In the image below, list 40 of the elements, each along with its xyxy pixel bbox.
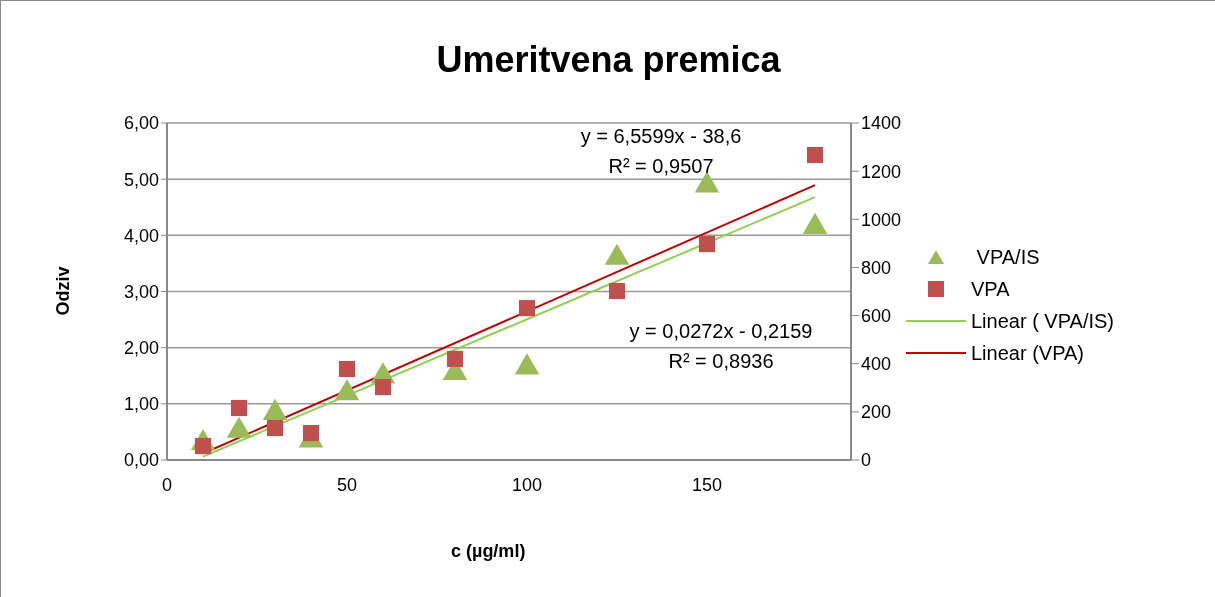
y2-tick-label: 1000 (861, 209, 902, 230)
y-tick-label: 3,00 (123, 281, 159, 302)
y-tick-label: 0,00 (123, 450, 159, 471)
annotation: y = 6,5599x - 38,6 (579, 125, 743, 148)
chart-title: Umeritvena premica (435, 39, 782, 81)
x-tick-label: 150 (691, 474, 723, 495)
x-tick-label: 100 (511, 474, 543, 495)
point (518, 300, 536, 317)
y2-tick-label: 0 (861, 450, 872, 471)
y2-tick-label: 1400 (861, 113, 902, 134)
y2-tick-label: 200 (861, 402, 892, 423)
y-tick-label: 4,00 (123, 225, 159, 246)
legend-label: VPA/IS (975, 245, 1040, 269)
legend-label: VPA (971, 277, 1010, 301)
y-tick-label: 6,00 (123, 113, 159, 134)
point (338, 360, 356, 378)
point (608, 282, 626, 300)
y-tick-label: 1,00 (123, 394, 159, 415)
x-axis-title: c (µg/ml) (451, 541, 526, 562)
point (698, 236, 716, 253)
point (230, 399, 248, 417)
y-axis-title: Odziv (52, 266, 74, 316)
y2-tick-label: 800 (861, 257, 892, 278)
x-tick-label: 50 (336, 474, 358, 495)
y2-tick-label: 1200 (861, 161, 902, 182)
annotation: R² = 0,8936 (667, 350, 775, 373)
legend-label: Linear (VPA) (971, 341, 1085, 365)
annotation: R² = 0,9507 (607, 155, 715, 178)
y2-tick-label: 400 (861, 354, 892, 375)
point (806, 146, 824, 164)
x-tick-label: 0 (161, 474, 173, 495)
y-tick-label: 2,00 (123, 338, 159, 359)
point (266, 419, 284, 437)
point (374, 379, 392, 396)
point (302, 424, 320, 442)
y-tick-label: 5,00 (123, 169, 159, 190)
annotation: y = 0,0272x - 0,2159 (628, 320, 814, 343)
y2-tick-label: 600 (861, 305, 892, 326)
legend-label: Linear ( VPA/IS) (971, 309, 1115, 333)
point (446, 350, 464, 367)
